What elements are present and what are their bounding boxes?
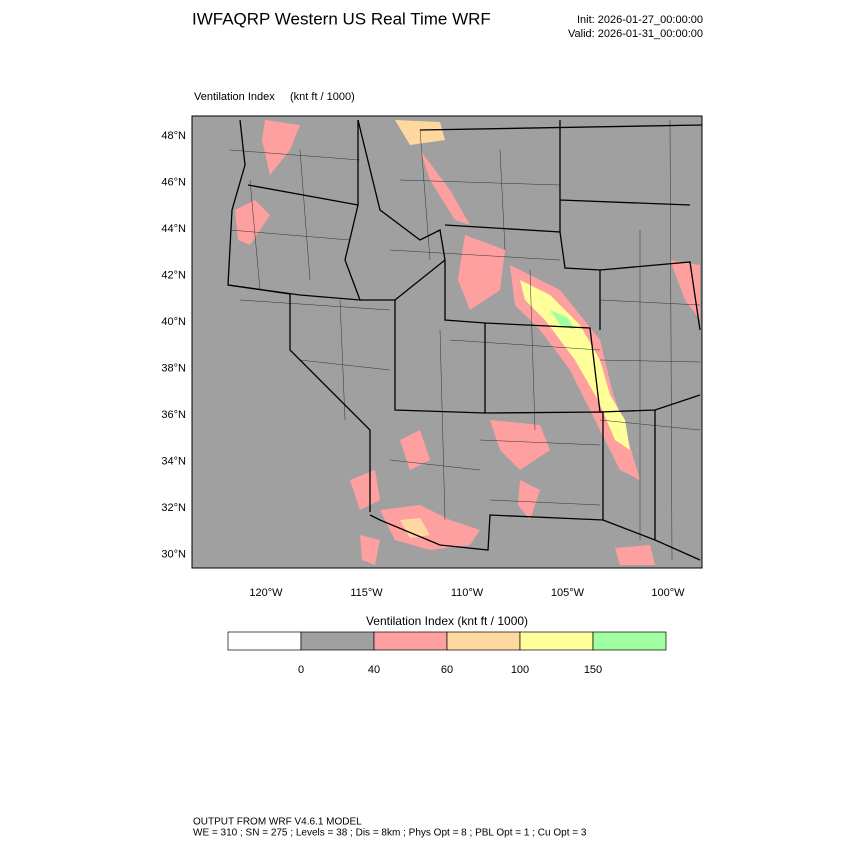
index-area — [262, 120, 300, 175]
latitude-label: 30°N — [161, 548, 186, 560]
map — [191, 115, 703, 569]
latitude-label: 34°N — [161, 455, 186, 467]
index-area — [420, 150, 470, 225]
field-label: Ventilation Index — [194, 91, 275, 103]
colorbar-label: 150 — [584, 664, 602, 676]
colorbar-box — [446, 631, 521, 651]
index-area — [350, 470, 380, 510]
latitude-label: 36°N — [161, 409, 186, 421]
latitude-label: 42°N — [161, 269, 186, 281]
footer-line: WE = 310 ; SN = 275 ; Levels = 38 ; Dis … — [193, 828, 587, 839]
latitude-labels: 48°N 46°N 44°N 42°N 40°N 38°N 36°N 34°N 32°N 30°N — [161, 130, 186, 561]
county-lines — [229, 119, 701, 561]
colorbar-label: 0 — [298, 664, 304, 676]
index-area — [615, 545, 655, 565]
index-area — [520, 280, 630, 450]
longitude-label: 105°W — [551, 587, 585, 599]
latitude-label: 40°N — [161, 316, 186, 328]
index-area — [235, 200, 270, 245]
colorbar-box — [373, 631, 448, 651]
latitude-label: 38°N — [161, 362, 186, 374]
map-background — [192, 116, 702, 568]
colorbar-box — [592, 631, 667, 651]
colorbar-box — [227, 631, 302, 651]
colorbar-label: 60 — [441, 664, 453, 676]
field-units: (knt ft / 1000) — [290, 91, 355, 103]
index-area — [380, 505, 480, 550]
index-area — [550, 310, 575, 330]
state-lines — [227, 119, 703, 561]
colorbar-box — [519, 631, 594, 651]
index-area — [510, 265, 640, 480]
longitude-label: 100°W — [651, 587, 685, 599]
latitude-label: 44°N — [161, 223, 186, 235]
latitude-label: 32°N — [161, 502, 186, 514]
index-area — [518, 480, 540, 520]
colorbar-label: 100 — [511, 664, 529, 676]
title: IWFAQRP Western US Real Time WRF — [192, 9, 491, 28]
index-area — [400, 518, 430, 538]
index-area — [360, 535, 380, 565]
longitude-label: 120°W — [249, 587, 283, 599]
longitude-labels: 120°W 115°W 110°W 105°W 100°W — [249, 587, 685, 599]
index-area — [458, 235, 505, 310]
index-areas — [235, 120, 700, 565]
valid-time: Valid: 2026-01-31_00:00:00 — [568, 28, 703, 40]
init-time: Init: 2026-01-27_00:00:00 — [577, 14, 703, 26]
colorbar-box — [300, 631, 375, 651]
latitude-label: 46°N — [161, 176, 186, 188]
longitude-label: 110°W — [451, 587, 484, 599]
index-area — [400, 430, 430, 470]
map-frame — [191, 115, 703, 569]
colorbar-title: Ventilation Index (knt ft / 1000) — [366, 614, 528, 628]
footer-line: OUTPUT FROM WRF V4.6.1 MODEL — [193, 817, 362, 828]
colorbar-label: 40 — [368, 664, 380, 676]
longitude-label: 115°W — [350, 587, 383, 599]
latitude-label: 48°N — [161, 130, 186, 142]
colorbar: 0 40 60 100 150 — [227, 631, 667, 676]
index-area — [490, 420, 550, 470]
